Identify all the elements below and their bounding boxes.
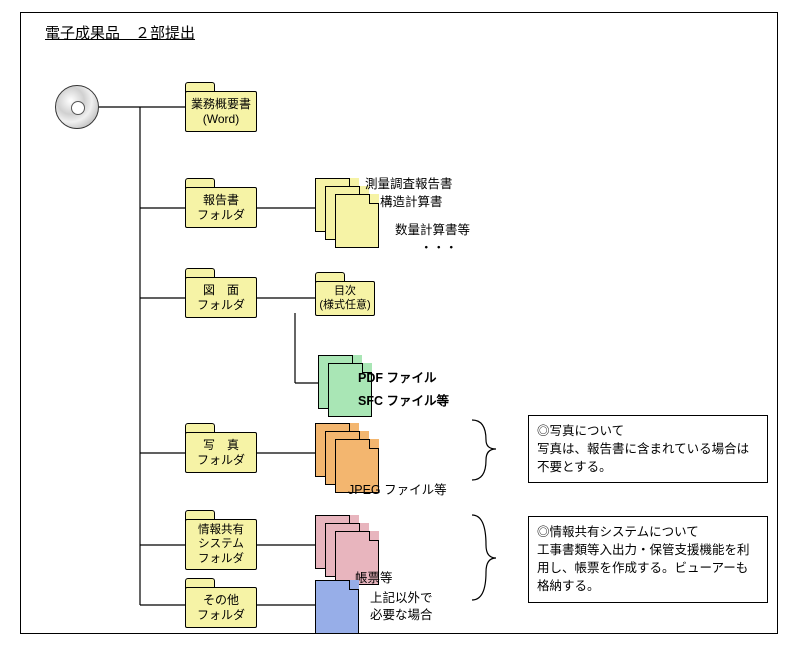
folder-other-line1: その他: [203, 593, 239, 608]
label-report-2: 構造計算書: [380, 194, 443, 211]
folder-report: 報告書 フォルダ: [185, 178, 257, 228]
note-photo: ◎写真について写真は、報告書に含まれている場合は不要とする。: [528, 415, 768, 483]
folder-drawing-index-line1: 目次: [334, 285, 356, 299]
label-report-4: ・・・: [420, 240, 458, 257]
folder-other-line2: フォルダ: [197, 608, 245, 623]
folder-share-line1: 情報共有: [198, 523, 244, 537]
label-report-1: 測量調査報告書: [365, 176, 453, 193]
cd-icon: [55, 85, 99, 129]
folder-share-line3: フォルダ: [198, 552, 244, 566]
folder-photo-line2: フォルダ: [197, 453, 245, 468]
folder-drawing-index: 目次 (様式任意): [315, 272, 375, 316]
file-report-1: [335, 194, 379, 248]
folder-share: 情報共有 システム フォルダ: [185, 510, 257, 570]
label-other-2: 必要な場合: [370, 607, 433, 624]
folder-drawing-line2: フォルダ: [197, 298, 245, 313]
label-drawing-1: PDF ファイル: [358, 370, 436, 387]
folder-drawing-index-line2: (様式任意): [319, 299, 370, 313]
folder-photo: 写 真 フォルダ: [185, 423, 257, 473]
label-drawing-2: SFC ファイル等: [358, 393, 449, 410]
folder-summary: 業務概要書 (Word): [185, 82, 257, 132]
folder-drawing-line1: 図 面: [203, 283, 239, 298]
folder-report-line2: フォルダ: [197, 208, 245, 223]
page: 電子成果品 ２部提出 業務概要書 (Word) 報告書 フォルダ 測量調査報告書…: [0, 0, 800, 648]
folder-report-line1: 報告書: [203, 193, 239, 208]
label-other-1: 上記以外で: [370, 590, 433, 607]
label-report-3: 数量計算書等: [395, 222, 470, 239]
note-share: ◎情報共有システムについて工事書類等入出力・保管支援機能を利用し、帳票を作成する…: [528, 516, 768, 603]
folder-share-line2: システム: [198, 537, 244, 551]
folder-summary-line2: (Word): [203, 112, 239, 127]
label-share: 帳票等: [355, 570, 393, 587]
folder-other: その他 フォルダ: [185, 578, 257, 628]
file-other: [315, 580, 359, 634]
folder-photo-line1: 写 真: [203, 438, 239, 453]
label-photo: JPEG ファイル等: [348, 482, 447, 499]
diagram-title: 電子成果品 ２部提出: [45, 22, 195, 43]
folder-summary-line1: 業務概要書: [191, 97, 251, 112]
folder-drawing: 図 面 フォルダ: [185, 268, 257, 318]
